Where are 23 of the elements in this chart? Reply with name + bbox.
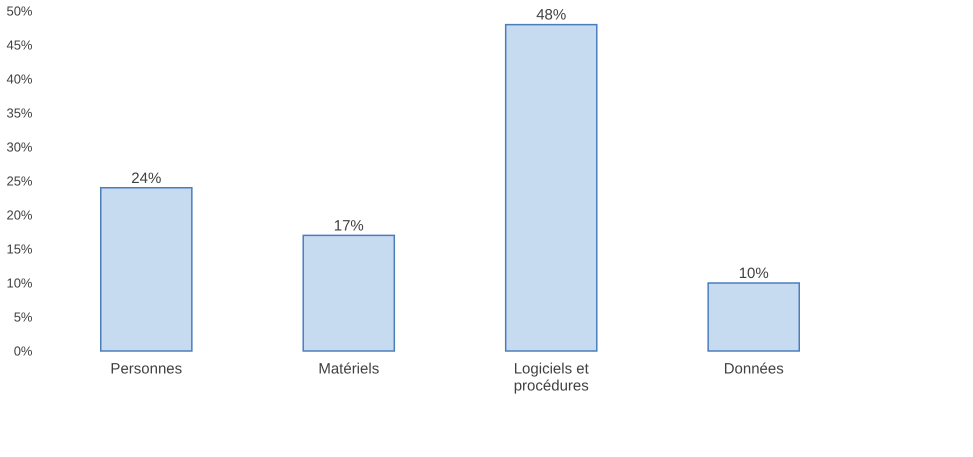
y-tick-label: 10% — [6, 276, 33, 290]
y-tick-label: 45% — [6, 38, 33, 52]
data-label: 48% — [536, 6, 566, 24]
y-tick-label: 20% — [6, 208, 33, 222]
bar — [504, 24, 598, 352]
data-label: 17% — [334, 217, 364, 234]
x-tick-label: Données — [724, 360, 784, 378]
y-tick-label: 0% — [14, 344, 33, 358]
y-tick-label: 5% — [14, 310, 33, 324]
data-label: 10% — [738, 265, 769, 282]
y-tick-label: 15% — [6, 242, 33, 256]
bar — [100, 187, 193, 352]
bar — [302, 234, 396, 352]
y-tick-label: 35% — [6, 106, 33, 120]
x-tick-label: Logiciels et procédures — [514, 360, 590, 394]
x-tick-label: Matériels — [318, 360, 380, 378]
y-tick-label: 50% — [6, 4, 33, 18]
y-tick-label: 30% — [6, 140, 33, 154]
y-tick-label: 40% — [6, 72, 33, 86]
data-label: 24% — [131, 170, 162, 187]
x-tick-label: Personnes — [110, 360, 182, 378]
bar — [707, 282, 800, 352]
y-tick-label: 25% — [6, 174, 33, 188]
